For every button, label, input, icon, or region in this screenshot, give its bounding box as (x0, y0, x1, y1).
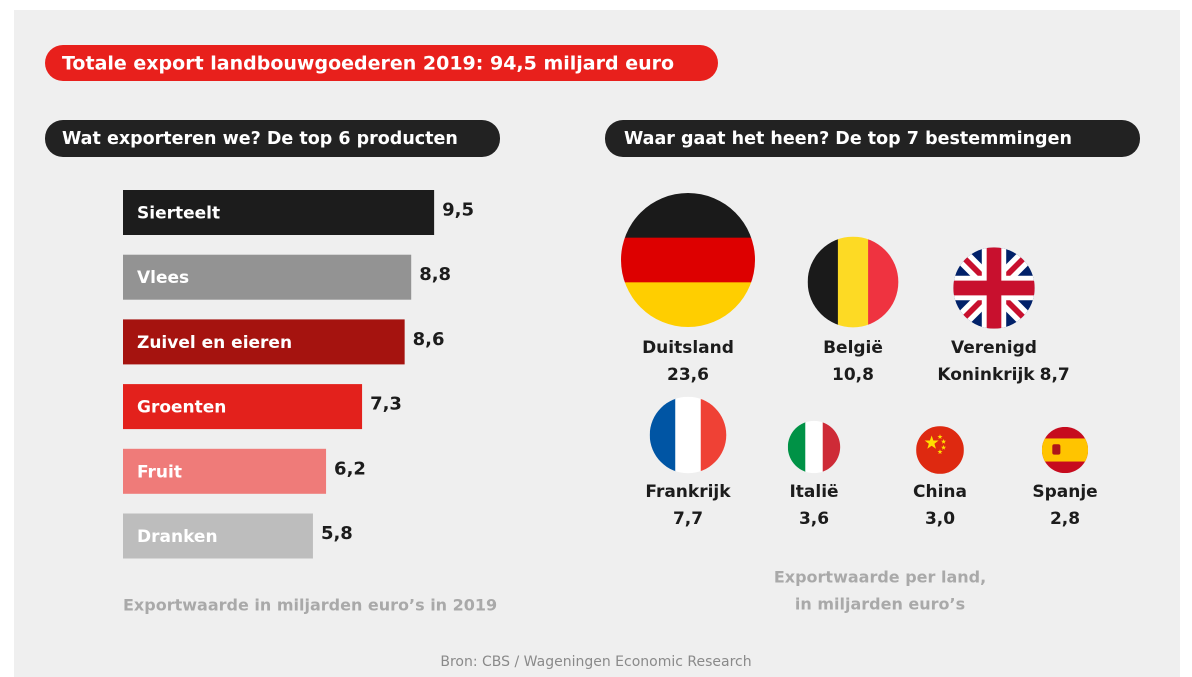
header-pill (45, 45, 718, 81)
chart-title: Wat exporteren we? De top 6 producten (62, 129, 458, 149)
value-label: 7,7 (673, 509, 703, 529)
flag-stripe (787, 420, 806, 474)
bar (123, 384, 363, 430)
note: in miljarden euro’s (795, 595, 965, 614)
bar (123, 513, 313, 559)
value-label: 8,6 (413, 329, 445, 350)
value-label: 3,6 (799, 509, 829, 529)
value-label: 8,7 (1040, 365, 1070, 385)
bar (123, 190, 435, 235)
country-label: Verenigd Koninkrijk (937, 338, 1037, 385)
note: Exportwaarde per land, (774, 568, 986, 587)
flag-star (937, 449, 943, 455)
bar-label: Groenten (137, 398, 226, 418)
flag-stripe (805, 420, 824, 474)
value-label: 10,8 (832, 365, 874, 385)
country-label: China (913, 482, 967, 502)
flag (916, 426, 964, 474)
flag (621, 193, 755, 327)
flag-star (924, 435, 939, 449)
flag-star (941, 438, 947, 444)
flag-stripe (822, 420, 841, 474)
bar-label: Dranken (137, 527, 218, 547)
country-label: Frankrijk (645, 482, 731, 502)
flag (1041, 426, 1089, 474)
bar-label: Sierteelt (137, 204, 220, 224)
flag-stripe (675, 396, 702, 474)
bar (123, 319, 405, 365)
value-label: 9,5 (442, 200, 474, 221)
value-label: 6,2 (334, 458, 366, 479)
value-label: 8,8 (419, 264, 451, 285)
flag-stripe (621, 237, 755, 283)
flag-cross (953, 247, 1035, 329)
country-label: België (823, 338, 883, 358)
source: Bron: CBS / Wageningen Economic Research (440, 654, 751, 670)
flag (953, 247, 1035, 329)
value-label: 7,3 (370, 394, 402, 415)
chart-title: Waar gaat het heen? De top 7 bestemminge… (624, 129, 1072, 149)
bar (123, 254, 412, 300)
bar-label: Zuivel en eieren (137, 333, 292, 353)
value-label: 2,8 (1050, 509, 1080, 529)
bar-label: Fruit (137, 462, 182, 482)
flag-star (941, 444, 947, 450)
header-title: Totale export landbouwgoederen 2019: 94,… (62, 53, 674, 75)
country-label: Spanje (1032, 482, 1097, 502)
label-line: Verenigd (951, 338, 1037, 358)
value-label: 5,8 (321, 523, 353, 544)
flag-emblem (1052, 444, 1061, 455)
title-pill (45, 120, 500, 157)
bar-label: Vlees (137, 268, 189, 288)
title-pill (605, 120, 1140, 157)
bar (123, 448, 327, 494)
label-line: Koninkrijk (937, 365, 1035, 385)
flag-stripe (837, 236, 869, 328)
country-label: Duitsland (642, 338, 734, 358)
note: Exportwaarde in miljarden euro’s in 2019 (123, 596, 497, 615)
flag (787, 420, 841, 474)
flag-star (937, 434, 943, 440)
flag-stripe (1041, 438, 1089, 462)
value-label: 23,6 (667, 365, 709, 385)
country-label: Italië (789, 482, 838, 502)
value-label: 3,0 (925, 509, 955, 529)
